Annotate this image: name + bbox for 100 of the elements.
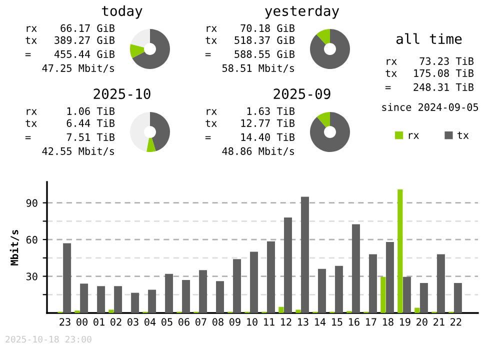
bar <box>114 286 122 313</box>
donut-slice <box>130 29 150 48</box>
x-tick-label: 04 <box>144 318 156 326</box>
donut-slice <box>316 29 330 45</box>
legend-label: rx <box>408 133 419 139</box>
donut-slice <box>316 112 330 128</box>
text: 47.25 Mbit/s <box>42 64 114 73</box>
x-tick-label: 20 <box>416 318 428 326</box>
x-tick-label: 01 <box>94 318 104 326</box>
text: rx <box>26 26 37 32</box>
text: since 2024-09-05 <box>382 103 478 111</box>
text: 70.18 GiB <box>240 24 295 32</box>
text: 518.37 GiB <box>234 36 295 44</box>
text: = <box>25 53 31 56</box>
legend-label: tx <box>457 132 469 139</box>
x-tick-label: 15 <box>332 318 342 326</box>
text: all time <box>396 33 462 44</box>
bar <box>402 276 411 313</box>
bar <box>267 241 275 313</box>
x-tick-label: 16 <box>349 318 360 326</box>
bar <box>108 310 114 313</box>
bar <box>436 254 445 313</box>
donut-slice <box>150 112 170 152</box>
donut-slice <box>310 112 350 152</box>
x-tick-label: 19 <box>400 318 410 326</box>
text: 1.63 TiB <box>247 107 295 115</box>
x-tick-label: 09 <box>230 318 240 326</box>
bar <box>368 254 377 313</box>
text: 14.40 TiB <box>241 133 295 141</box>
bar <box>250 252 258 313</box>
bar <box>63 243 72 313</box>
text: tx <box>26 36 37 44</box>
text: = <box>25 136 31 140</box>
x-tick-label: 00 <box>76 318 88 326</box>
text: = <box>205 53 211 56</box>
bar <box>318 268 326 313</box>
x-tick-label: 18 <box>383 318 394 326</box>
bar <box>278 306 284 313</box>
text: 66.17 GiB <box>60 24 115 32</box>
bar <box>296 310 301 313</box>
text: rx <box>206 109 217 115</box>
bar <box>414 308 420 313</box>
bar <box>454 283 462 313</box>
text: rx <box>206 26 217 32</box>
bar <box>300 196 309 313</box>
donut-slice <box>130 44 145 58</box>
bar <box>148 290 156 313</box>
donut-slice <box>146 138 156 152</box>
y-tick-label: 30 <box>26 272 38 280</box>
x-tick-label: 14 <box>315 318 326 326</box>
y-axis-title: Mbit/s <box>10 230 20 266</box>
x-tick-label: 13 <box>298 318 308 326</box>
donut-slice <box>130 112 150 152</box>
text: 389.27 GiB <box>54 36 115 44</box>
bar <box>233 259 241 313</box>
text: 58.51 Mbit/s <box>222 64 294 73</box>
text: 588.55 GiB <box>234 50 295 58</box>
x-tick-label: 22 <box>450 318 462 326</box>
chart-title: 2025-10 <box>94 88 150 100</box>
text: 73.23 TiB <box>420 57 474 65</box>
bar <box>352 224 360 313</box>
x-tick-label: 10 <box>247 318 258 326</box>
bar <box>199 270 208 313</box>
chart-title: yesterday <box>265 5 340 19</box>
bar <box>182 280 190 313</box>
text: rx <box>386 59 397 65</box>
x-tick-label: 08 <box>212 318 224 326</box>
text: = <box>205 136 211 140</box>
chart-title: 2025-09 <box>274 88 330 100</box>
text: tx <box>26 120 37 127</box>
text: 455.44 GiB <box>54 50 115 58</box>
bar <box>80 284 88 313</box>
x-tick-label: 17 <box>366 318 376 326</box>
bar <box>97 286 106 313</box>
text: 248.31 TiB <box>414 83 474 91</box>
bar <box>420 283 428 313</box>
x-tick-label: 11 <box>264 318 274 326</box>
text: tx <box>386 70 397 77</box>
x-tick-label: 07 <box>196 318 206 326</box>
text: 1.06 TiB <box>67 107 115 115</box>
bar <box>216 281 224 313</box>
y-tick-label: 60 <box>26 236 38 244</box>
donut-slice <box>132 29 170 69</box>
bar <box>131 292 140 313</box>
text: 48.86 Mbit/s <box>222 147 294 156</box>
text: rx <box>26 109 37 115</box>
text: 175.08 TiB <box>414 69 474 77</box>
donut-slice <box>310 29 350 69</box>
bar <box>165 274 174 313</box>
text: 7.51 TiB <box>66 133 115 141</box>
x-tick-label: 12 <box>281 318 292 326</box>
y-tick-label: 90 <box>26 199 38 207</box>
bar <box>380 276 386 313</box>
x-tick-label: 06 <box>178 318 190 326</box>
x-tick-label: 21 <box>434 318 444 326</box>
bar <box>398 189 403 313</box>
x-tick-label: 03 <box>128 318 138 326</box>
x-tick-label: 05 <box>162 318 172 326</box>
chart-title: today <box>102 5 142 19</box>
bar <box>284 218 292 313</box>
